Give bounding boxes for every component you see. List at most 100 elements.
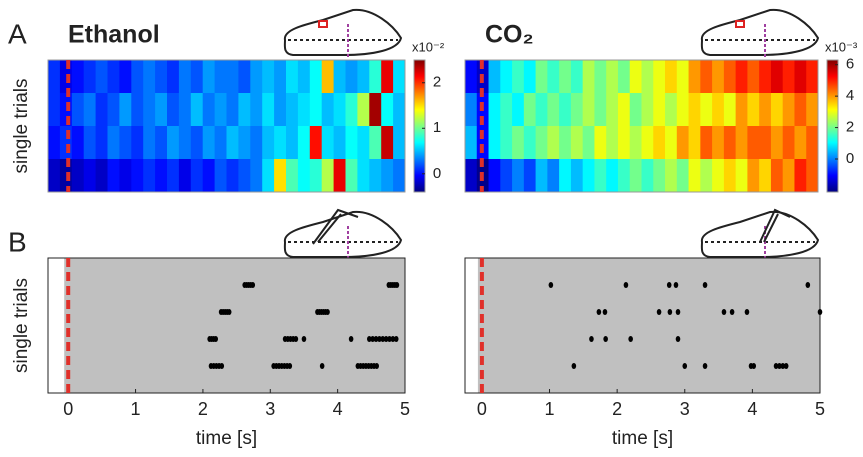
heatmap-cell — [393, 159, 406, 193]
heatmap-cell — [95, 60, 108, 94]
heatmap-cell — [119, 93, 132, 127]
heatmap-cell — [782, 126, 795, 160]
spike — [656, 309, 662, 315]
heatmap-cell — [759, 93, 772, 127]
heatmap-cell — [629, 93, 642, 127]
heatmap-cell — [286, 159, 299, 193]
heatmap-cell — [794, 60, 807, 94]
heatmap-cell — [274, 60, 287, 94]
heatmap-cell — [594, 60, 607, 94]
spike — [729, 309, 735, 315]
heatmap-cell — [465, 159, 478, 193]
heatmap-cell — [559, 159, 572, 193]
heatmap-cell — [641, 93, 654, 127]
heatmap-cell — [665, 126, 678, 160]
spike — [213, 336, 219, 342]
spike — [805, 282, 811, 288]
spike — [667, 309, 673, 315]
spike — [675, 336, 681, 342]
heatmap-cell — [582, 93, 595, 127]
heatmap-cell — [676, 93, 690, 127]
heatmap-cell — [309, 159, 323, 193]
heatmap-cell — [465, 93, 478, 127]
spike — [250, 282, 256, 288]
heatmap-cell — [794, 126, 807, 160]
colorbar-label: x10⁻² — [412, 39, 445, 54]
colorbar — [826, 59, 839, 193]
heatmap-cell — [617, 93, 631, 127]
heatmap-cell — [512, 60, 525, 94]
heatmap-cell — [465, 60, 478, 94]
heatmap-cell — [806, 126, 819, 160]
heatmap-cell — [286, 93, 299, 127]
y-axis-label: single trials — [11, 78, 32, 173]
spike — [666, 282, 672, 288]
heatmap-cell — [688, 159, 701, 193]
y-axis-label: single trials — [11, 278, 32, 373]
heatmap-cell — [369, 159, 382, 193]
heatmap-cell — [806, 93, 819, 127]
plot-background — [477, 258, 820, 393]
heatmap-cell — [59, 126, 73, 160]
heatmap-cell — [107, 60, 120, 94]
heatmap-cell — [794, 159, 807, 193]
heatmap-cell — [606, 60, 619, 94]
spike — [325, 309, 330, 315]
heatmap-cell — [723, 159, 737, 193]
x-tick-label: 0 — [477, 399, 487, 419]
heatmap-cell — [238, 93, 251, 127]
heatmap-cell — [369, 60, 382, 94]
heatmap-cell — [570, 60, 584, 94]
heatmap-cell — [143, 60, 156, 94]
colorbar-tick-label: 2 — [433, 74, 441, 91]
heatmap-cell — [297, 159, 311, 193]
heatmap-cell — [131, 159, 144, 193]
heatmap-cell — [143, 159, 156, 193]
spike — [773, 363, 779, 369]
heatmap-cell — [512, 159, 525, 193]
spike — [370, 336, 375, 342]
heatmap-cell — [735, 93, 748, 127]
spike — [374, 363, 380, 369]
heatmap-cell — [71, 60, 85, 94]
heatmap-cell — [700, 159, 713, 193]
heatmap-cell — [297, 93, 311, 127]
x-tick-label: 3 — [680, 399, 690, 419]
heatmap-cell — [393, 93, 406, 127]
heatmap-cell — [676, 159, 690, 193]
heatmap-cell — [782, 93, 795, 127]
heatmap-cell — [770, 126, 784, 160]
heatmap-cell — [59, 93, 73, 127]
heatmap-cell — [202, 159, 216, 193]
heatmap-cell — [735, 60, 748, 94]
heatmap-cell — [178, 60, 192, 94]
heatmap-cell — [676, 60, 690, 94]
heatmap-cell — [700, 126, 713, 160]
heatmap-cell — [629, 159, 642, 193]
heatmap-cell — [119, 126, 132, 160]
heatmap-cell — [570, 126, 584, 160]
spike — [348, 336, 354, 342]
heatmap-cell — [262, 159, 275, 193]
heatmap-cell — [155, 126, 168, 160]
heatmap-cell — [309, 93, 323, 127]
heatmap-cell — [547, 159, 560, 193]
heatmap-cell — [641, 126, 654, 160]
heatmap-cell — [759, 126, 772, 160]
colorbar-tick-label: 1 — [433, 119, 441, 136]
heatmap-cell — [309, 126, 323, 160]
heatmap-cell — [535, 60, 548, 94]
heatmap-cell — [523, 126, 537, 160]
spike — [721, 309, 727, 315]
spike — [702, 363, 708, 369]
spike — [783, 363, 789, 369]
heatmap-cell — [559, 126, 572, 160]
spike — [380, 336, 386, 342]
spike — [744, 309, 750, 315]
colorbar-tick-label: 2 — [846, 119, 854, 136]
heatmap-cell — [629, 60, 642, 94]
spike — [623, 282, 629, 288]
heatmap-cell — [617, 60, 631, 94]
heatmap-cell — [167, 126, 180, 160]
